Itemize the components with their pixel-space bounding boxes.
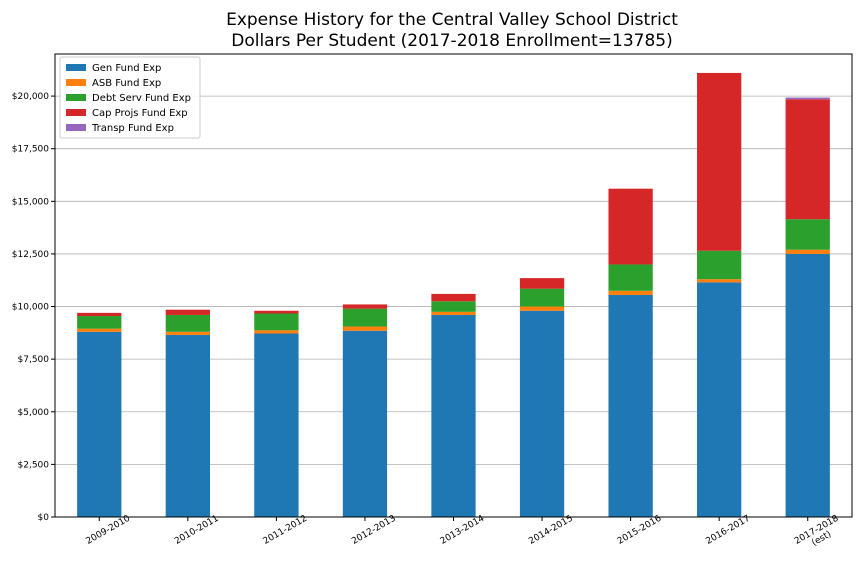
legend-swatch bbox=[66, 109, 86, 116]
y-tick-label: $5,000 bbox=[18, 408, 50, 418]
x-tick-label: 2014-2015 bbox=[527, 514, 574, 547]
y-tick-label: $2,500 bbox=[18, 460, 50, 470]
legend-label: ASB Fund Exp bbox=[92, 78, 161, 89]
y-tick-label: $12,500 bbox=[12, 250, 49, 260]
x-tick-label: 2012-2013 bbox=[350, 514, 397, 547]
bar-2-7 bbox=[608, 290, 653, 295]
bar-1-6 bbox=[519, 310, 565, 517]
x-tick-label-group: 2010-2011 bbox=[173, 514, 220, 547]
bar-4-9 bbox=[785, 99, 830, 220]
bar-2-8 bbox=[697, 279, 742, 283]
x-tick-label-group: 2017-2018(est) bbox=[793, 514, 841, 549]
bar-3-1 bbox=[77, 316, 122, 329]
bar-4-1 bbox=[77, 312, 122, 317]
bar-4-5 bbox=[431, 293, 476, 302]
bar-2-2 bbox=[165, 331, 210, 335]
bar-3-7 bbox=[608, 264, 653, 291]
legend-swatch bbox=[66, 94, 86, 101]
x-tick-label: 2015-2016 bbox=[616, 514, 664, 547]
x-axis: 2009-2010 2010-2011 2011-2012 2012-2013 2013… bbox=[85, 514, 841, 549]
bar-5-9 bbox=[785, 97, 830, 100]
x-tick-label-group: 2015-2016 bbox=[616, 514, 664, 547]
x-tick-label-group: 2016-2017 bbox=[704, 514, 751, 547]
x-tick-label: 2013-2014 bbox=[439, 514, 487, 547]
x-tick-label-group: 2012-2013 bbox=[350, 514, 397, 547]
bar-1-7 bbox=[608, 294, 653, 517]
bar-4-4 bbox=[342, 304, 388, 309]
bar-4-2 bbox=[165, 309, 210, 315]
legend-swatch bbox=[66, 79, 86, 86]
y-axis: $0 $2,500 $5,000 $7,500 $10,000 $12,500 $15,00… bbox=[12, 92, 55, 523]
x-tick-label: 2010-2011 bbox=[173, 514, 220, 547]
bar-3-2 bbox=[165, 314, 210, 332]
x-tick-label-group: 2011-2012 bbox=[262, 514, 309, 547]
x-tick-label: 2016-2017 bbox=[704, 514, 751, 547]
x-tick-label-group: 2013-2014 bbox=[439, 514, 487, 547]
bar-3-8 bbox=[697, 250, 742, 280]
legend-box bbox=[59, 56, 201, 139]
bar-2-9 bbox=[785, 249, 830, 254]
y-tick-label: $15,000 bbox=[12, 197, 49, 207]
bar-4-3 bbox=[254, 310, 299, 314]
legend-swatch bbox=[66, 64, 86, 71]
bar-2-6 bbox=[519, 306, 565, 311]
x-tick-label-group: 2014-2015 bbox=[527, 514, 574, 547]
bar-3-5 bbox=[431, 301, 476, 312]
legend-label: Cap Projs Fund Exp bbox=[92, 108, 188, 119]
chart-title-line-2: Dollars Per Student (2017-2018 Enrollmen… bbox=[231, 31, 673, 51]
bar-2-4 bbox=[342, 326, 388, 331]
chart-title-line-1: Expense History for the Central Valley S… bbox=[226, 10, 678, 30]
bar-2-1 bbox=[77, 328, 122, 332]
bar-1-1 bbox=[77, 331, 122, 517]
bar-1-5 bbox=[431, 314, 476, 517]
legend-label: Transp Fund Exp bbox=[91, 123, 174, 134]
bar-3-3 bbox=[254, 313, 299, 331]
x-tick-label: 2011-2012 bbox=[262, 514, 309, 547]
y-tick-label: $0 bbox=[38, 513, 50, 523]
bar-1-9 bbox=[785, 253, 830, 517]
bar-4-7 bbox=[608, 188, 653, 265]
bars bbox=[77, 72, 830, 517]
bar-3-4 bbox=[342, 308, 388, 327]
bar-1-3 bbox=[254, 333, 299, 517]
bar-4-8 bbox=[697, 72, 742, 251]
legend: Gen Fund Exp ASB Fund Exp Debt Serv Fund E… bbox=[59, 56, 201, 139]
x-tick-label: 2009-2010 bbox=[85, 514, 133, 547]
legend-label: Gen Fund Exp bbox=[92, 63, 161, 74]
y-tick-label: $17,500 bbox=[12, 145, 49, 155]
x-tick-label-group: 2009-2010 bbox=[85, 514, 133, 547]
bar-3-6 bbox=[519, 288, 565, 307]
legend-label: Debt Serv Fund Exp bbox=[92, 93, 191, 104]
bar-1-2 bbox=[165, 334, 210, 517]
y-tick-label: $7,500 bbox=[18, 355, 50, 365]
legend-swatch bbox=[66, 124, 86, 131]
y-tick-label: $20,000 bbox=[12, 92, 49, 102]
bar-2-5 bbox=[431, 311, 476, 315]
bar-4-6 bbox=[519, 278, 565, 289]
bar-1-8 bbox=[697, 282, 742, 517]
bar-1-4 bbox=[342, 330, 388, 517]
bar-3-9 bbox=[785, 219, 830, 250]
y-tick-label: $10,000 bbox=[12, 303, 49, 313]
bar-2-3 bbox=[254, 330, 299, 334]
